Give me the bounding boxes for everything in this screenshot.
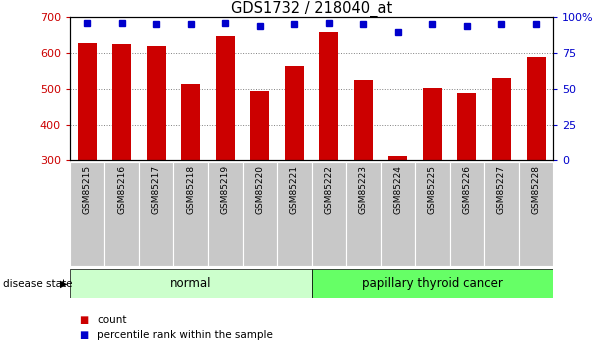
Text: GSM85226: GSM85226: [463, 165, 471, 214]
Text: GSM85215: GSM85215: [83, 165, 92, 214]
FancyBboxPatch shape: [277, 162, 311, 266]
Bar: [389, 157, 407, 160]
Text: GSM85220: GSM85220: [255, 165, 264, 214]
Text: GSM85221: GSM85221: [290, 165, 299, 214]
Text: disease state: disease state: [3, 279, 72, 289]
FancyBboxPatch shape: [450, 162, 484, 266]
Bar: [147, 46, 166, 160]
FancyBboxPatch shape: [519, 162, 553, 266]
FancyBboxPatch shape: [484, 162, 519, 266]
FancyBboxPatch shape: [173, 162, 208, 266]
FancyBboxPatch shape: [105, 162, 139, 266]
Text: GSM85222: GSM85222: [324, 165, 333, 214]
FancyBboxPatch shape: [70, 269, 311, 298]
Text: GSM85216: GSM85216: [117, 165, 126, 214]
Bar: [354, 80, 373, 160]
Bar: [423, 88, 442, 160]
FancyBboxPatch shape: [311, 269, 553, 298]
FancyBboxPatch shape: [139, 162, 173, 266]
Text: papillary thyroid cancer: papillary thyroid cancer: [362, 277, 503, 290]
FancyBboxPatch shape: [381, 162, 415, 266]
Bar: [112, 45, 131, 160]
FancyBboxPatch shape: [346, 162, 381, 266]
Text: ■: ■: [79, 330, 88, 339]
Text: GSM85227: GSM85227: [497, 165, 506, 214]
Text: GSM85225: GSM85225: [428, 165, 437, 214]
Text: ■: ■: [79, 315, 88, 325]
Text: percentile rank within the sample: percentile rank within the sample: [97, 330, 273, 339]
Bar: [78, 43, 97, 160]
FancyBboxPatch shape: [70, 162, 105, 266]
Text: normal: normal: [170, 277, 212, 290]
FancyBboxPatch shape: [208, 162, 243, 266]
Text: GSM85219: GSM85219: [221, 165, 230, 214]
Bar: [527, 57, 545, 160]
Text: GSM85218: GSM85218: [186, 165, 195, 214]
Bar: [216, 36, 235, 160]
Text: GSM85223: GSM85223: [359, 165, 368, 214]
FancyBboxPatch shape: [415, 162, 450, 266]
Bar: [492, 78, 511, 160]
FancyBboxPatch shape: [311, 162, 346, 266]
Bar: [250, 91, 269, 160]
Text: GSM85217: GSM85217: [152, 165, 161, 214]
FancyBboxPatch shape: [243, 162, 277, 266]
Bar: [285, 66, 304, 160]
Title: GDS1732 / 218040_at: GDS1732 / 218040_at: [231, 1, 392, 17]
Bar: [181, 84, 200, 160]
Bar: [457, 93, 477, 160]
Text: GSM85224: GSM85224: [393, 165, 402, 214]
Text: GSM85228: GSM85228: [531, 165, 541, 214]
Text: count: count: [97, 315, 127, 325]
Bar: [319, 32, 339, 160]
Text: ▶: ▶: [60, 279, 67, 289]
